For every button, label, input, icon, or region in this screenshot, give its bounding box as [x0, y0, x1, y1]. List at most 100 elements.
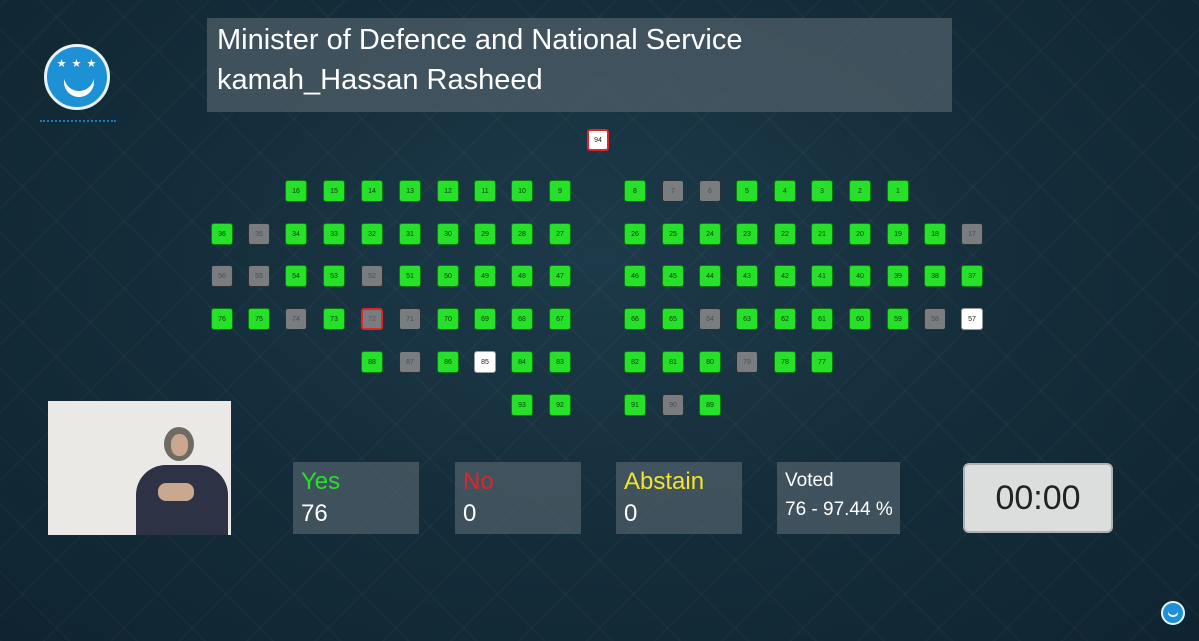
seat-42: 42: [774, 265, 796, 287]
abstain-count-panel: Abstain 0: [616, 462, 742, 534]
voted-value: 76 - 97.44 %: [785, 499, 893, 520]
member-name: kamah_Hassan Rasheed: [217, 64, 543, 96]
seat-51: 51: [399, 265, 421, 287]
seat-7: 7: [662, 180, 684, 202]
seat-30: 30: [437, 223, 459, 245]
seat-79: 79: [736, 351, 758, 373]
yes-value: 76: [301, 500, 328, 527]
seat-41: 41: [811, 265, 833, 287]
seat-31: 31: [399, 223, 421, 245]
seat-84: 84: [511, 351, 533, 373]
seat-93: 93: [511, 394, 533, 416]
seat-81: 81: [662, 351, 684, 373]
logo-caption: [40, 110, 116, 122]
seat-39: 39: [887, 265, 909, 287]
speaker-seat: 94: [587, 129, 609, 151]
seat-54: 54: [285, 265, 307, 287]
seat-2: 2: [849, 180, 871, 202]
vote-timer: 00:00: [963, 463, 1113, 533]
seat-3: 3: [811, 180, 833, 202]
seat-64: 64: [699, 308, 721, 330]
seat-28: 28: [511, 223, 533, 245]
seat-15: 15: [323, 180, 345, 202]
member-position: Minister of Defence and National Service: [217, 24, 743, 56]
seat-56: 56: [211, 265, 233, 287]
no-value: 0: [463, 500, 477, 527]
crescent-icon: [64, 67, 94, 97]
seat-11: 11: [474, 180, 496, 202]
seat-29: 29: [474, 223, 496, 245]
seat-86: 86: [437, 351, 459, 373]
abstain-value: 0: [624, 500, 638, 527]
seat-58: 58: [924, 308, 946, 330]
seat-50: 50: [437, 265, 459, 287]
seat-1: 1: [887, 180, 909, 202]
seat-10: 10: [511, 180, 533, 202]
seat-14: 14: [361, 180, 383, 202]
voted-count-panel: Voted 76 - 97.44 %: [777, 462, 900, 534]
seat-90: 90: [662, 394, 684, 416]
seat-32: 32: [361, 223, 383, 245]
abstain-label: Abstain: [624, 468, 705, 495]
seat-13: 13: [399, 180, 421, 202]
seat-46: 46: [624, 265, 646, 287]
seat-24: 24: [699, 223, 721, 245]
yes-count-panel: Yes 76: [293, 462, 419, 534]
seat-22: 22: [774, 223, 796, 245]
seat-44: 44: [699, 265, 721, 287]
seat-6: 6: [699, 180, 721, 202]
seat-71: 71: [399, 308, 421, 330]
seat-23: 23: [736, 223, 758, 245]
seat-52: 52: [361, 265, 383, 287]
seat-61: 61: [811, 308, 833, 330]
seat-43: 43: [736, 265, 758, 287]
seat-70: 70: [437, 308, 459, 330]
seat-34: 34: [285, 223, 307, 245]
seat-69: 69: [474, 308, 496, 330]
seat-76: 76: [211, 308, 233, 330]
motion-title-panel: Minister of Defence and National Service…: [207, 18, 952, 112]
seat-27: 27: [549, 223, 571, 245]
seat-72: 72: [361, 308, 383, 330]
seat-65: 65: [662, 308, 684, 330]
seat-45: 45: [662, 265, 684, 287]
seat-66: 66: [624, 308, 646, 330]
seat-8: 8: [624, 180, 646, 202]
seat-60: 60: [849, 308, 871, 330]
seat-62: 62: [774, 308, 796, 330]
seat-91: 91: [624, 394, 646, 416]
seat-16: 16: [285, 180, 307, 202]
seat-49: 49: [474, 265, 496, 287]
seat-35: 35: [248, 223, 270, 245]
seat-85: 85: [474, 351, 496, 373]
sign-language-interpreter-video: [48, 401, 231, 535]
channel-logo-icon: [1161, 601, 1185, 625]
seat-92: 92: [549, 394, 571, 416]
seat-48: 48: [511, 265, 533, 287]
seat-25: 25: [662, 223, 684, 245]
seat-78: 78: [774, 351, 796, 373]
voted-label: Voted: [785, 470, 834, 491]
seat-26: 26: [624, 223, 646, 245]
yes-label: Yes: [301, 468, 341, 495]
seat-63: 63: [736, 308, 758, 330]
seat-18: 18: [924, 223, 946, 245]
seat-77: 77: [811, 351, 833, 373]
no-count-panel: No 0: [455, 462, 581, 534]
seat-53: 53: [323, 265, 345, 287]
seat-4: 4: [774, 180, 796, 202]
seat-55: 55: [248, 265, 270, 287]
seat-75: 75: [248, 308, 270, 330]
seat-40: 40: [849, 265, 871, 287]
no-label: No: [463, 468, 494, 495]
seat-67: 67: [549, 308, 571, 330]
seat-68: 68: [511, 308, 533, 330]
seat-12: 12: [437, 180, 459, 202]
seat-9: 9: [549, 180, 571, 202]
seat-82: 82: [624, 351, 646, 373]
seat-87: 87: [399, 351, 421, 373]
seat-47: 47: [549, 265, 571, 287]
seat-74: 74: [285, 308, 307, 330]
seat-21: 21: [811, 223, 833, 245]
seat-5: 5: [736, 180, 758, 202]
